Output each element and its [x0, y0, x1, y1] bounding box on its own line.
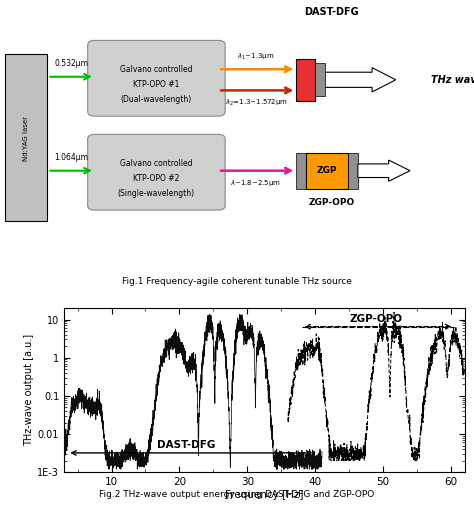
Text: Fig.2 THz-wave output energy using DAST-DFG and ZGP-OPO: Fig.2 THz-wave output energy using DAST-…: [100, 490, 374, 499]
Text: 0.532μm: 0.532μm: [54, 59, 88, 68]
Text: DAST-DFG: DAST-DFG: [304, 7, 359, 17]
Text: $\lambda_2$=1.3~1.572μm: $\lambda_2$=1.3~1.572μm: [225, 97, 287, 108]
Text: 1.064μm: 1.064μm: [54, 153, 88, 162]
FancyBboxPatch shape: [296, 59, 315, 101]
X-axis label: Frequency [Hz]: Frequency [Hz]: [225, 490, 303, 500]
FancyBboxPatch shape: [5, 54, 47, 221]
FancyBboxPatch shape: [315, 63, 325, 96]
Y-axis label: THz-wave output [a.u.]: THz-wave output [a.u.]: [25, 334, 35, 446]
FancyArrow shape: [325, 68, 396, 92]
Text: THz wave: THz wave: [431, 75, 474, 85]
Text: KTP-OPO #1: KTP-OPO #1: [133, 80, 180, 89]
Text: KTP-OPO #2: KTP-OPO #2: [133, 174, 180, 183]
Text: Fig.1 Frequency-agile coherent tunable THz source: Fig.1 Frequency-agile coherent tunable T…: [122, 277, 352, 286]
Text: ZGP-OPO: ZGP-OPO: [350, 314, 403, 324]
Text: Nd:YAG laser: Nd:YAG laser: [23, 116, 29, 162]
Text: (Dual-wavelength): (Dual-wavelength): [121, 95, 192, 104]
Text: $\lambda$~1.8~2.5μm: $\lambda$~1.8~2.5μm: [230, 178, 282, 188]
FancyBboxPatch shape: [88, 134, 225, 210]
FancyArrow shape: [358, 160, 410, 181]
FancyBboxPatch shape: [88, 40, 225, 116]
Text: ZGP-OPO: ZGP-OPO: [309, 198, 355, 207]
Text: DAST-DFG: DAST-DFG: [157, 440, 215, 450]
Text: Galvano controlled: Galvano controlled: [120, 65, 192, 74]
Text: (Single-wavelength): (Single-wavelength): [118, 189, 195, 198]
FancyBboxPatch shape: [306, 153, 348, 189]
Text: $\lambda_1$~1.3μm: $\lambda_1$~1.3μm: [237, 52, 274, 62]
Text: ZGP: ZGP: [317, 166, 337, 175]
FancyBboxPatch shape: [348, 153, 358, 189]
FancyBboxPatch shape: [296, 153, 306, 189]
Text: Galvano controlled: Galvano controlled: [120, 159, 192, 168]
